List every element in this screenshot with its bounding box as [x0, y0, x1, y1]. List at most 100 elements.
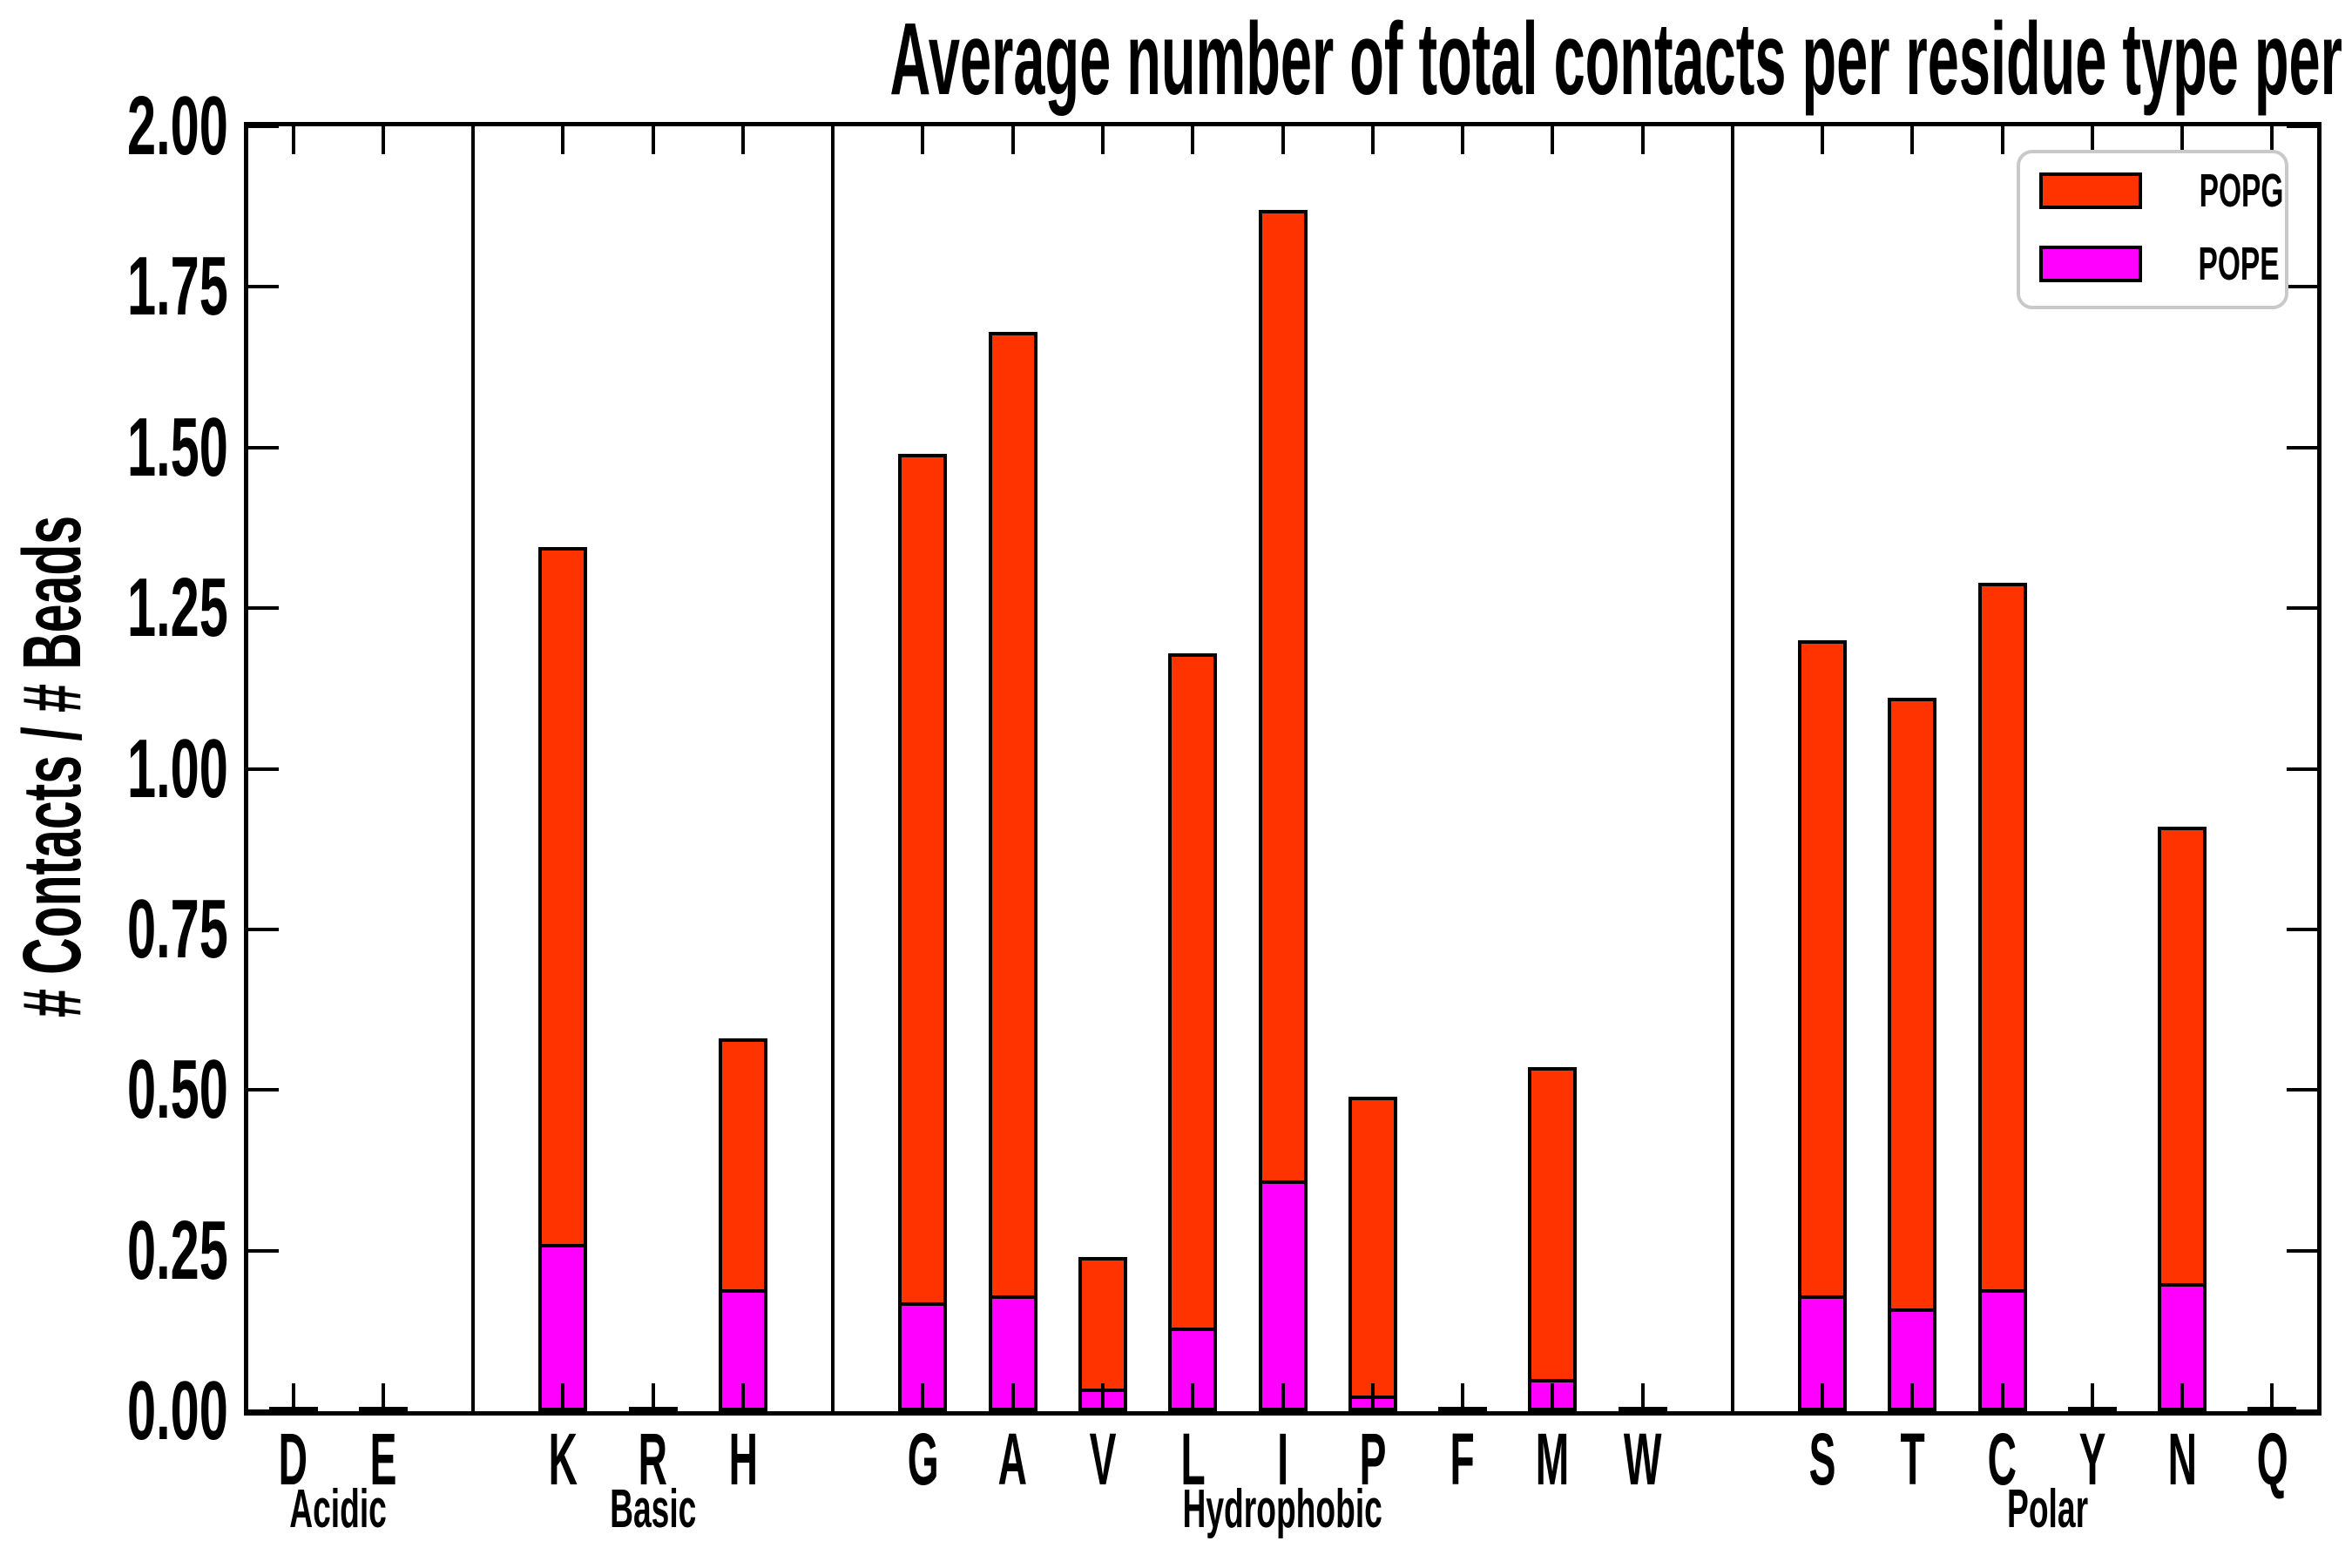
legend-entry-popg: POPG	[2020, 167, 2285, 214]
x-tick-bottom-H	[740, 1383, 745, 1411]
x-tick-bottom-F	[1461, 1383, 1465, 1411]
y-tick-label-0.25: 0.25	[127, 1203, 228, 1297]
legend: POPG POPE	[2017, 150, 2288, 309]
x-tick-bottom-M	[1551, 1383, 1555, 1411]
y-tick-label-1.50: 1.50	[127, 400, 228, 494]
y-tick-right-0.50	[2287, 1088, 2317, 1092]
y-tick-right-1.25	[2287, 606, 2317, 611]
x-tick-bottom-Y	[2090, 1383, 2094, 1411]
x-tick-top-G	[921, 126, 925, 154]
y-tick-right-2.00	[2287, 125, 2317, 128]
x-tick-top-K	[561, 126, 565, 154]
x-label-A: A	[998, 1418, 1028, 1500]
y-tick-left-0.50	[248, 1088, 279, 1092]
y-tick-label-1.75: 1.75	[127, 240, 228, 334]
bar-C-popg	[1977, 582, 2027, 1289]
legend-label-popg: POPG	[2199, 165, 2284, 217]
bar-P-popg	[1348, 1096, 1397, 1396]
y-tick-right-1.75	[2287, 285, 2317, 289]
y-tick-left-0.25	[248, 1248, 279, 1253]
x-tick-top-F	[1461, 126, 1465, 154]
x-tick-bottom-T	[1910, 1383, 1915, 1411]
x-label-L: L	[1180, 1418, 1206, 1500]
x-tick-top-W	[1640, 126, 1645, 154]
y-tick-right-0.25	[2287, 1248, 2317, 1253]
x-tick-top-Q	[2270, 126, 2274, 154]
x-label-Y: Y	[2078, 1418, 2106, 1500]
y-tick-left-0.75	[248, 927, 279, 931]
x-tick-top-H	[740, 126, 745, 154]
x-tick-top-P	[1370, 126, 1375, 154]
x-tick-top-V	[1100, 126, 1105, 154]
x-tick-bottom-K	[561, 1383, 565, 1411]
y-tick-right-0.75	[2287, 927, 2317, 931]
x-tick-bottom-N	[2180, 1383, 2185, 1411]
y-tick-left-0.00	[248, 1409, 279, 1413]
x-label-E: E	[369, 1418, 397, 1500]
x-tick-bottom-R	[651, 1383, 655, 1411]
y-tick-left-1.25	[248, 606, 279, 611]
x-tick-bottom-P	[1370, 1383, 1375, 1411]
x-label-R: R	[638, 1418, 668, 1500]
x-tick-bottom-D	[291, 1383, 295, 1411]
x-tick-top-E	[381, 126, 385, 154]
bar-I-popg	[1258, 209, 1308, 1180]
x-label-C: C	[1987, 1418, 2017, 1500]
x-label-Q: Q	[2256, 1418, 2288, 1500]
x-tick-top-C	[2000, 126, 2004, 154]
x-label-K: K	[548, 1418, 578, 1500]
x-tick-bottom-S	[1821, 1383, 1825, 1411]
group-separator	[1730, 126, 1734, 1411]
x-label-V: V	[1089, 1418, 1117, 1500]
group-label-hydrophobic: Hydrophobic	[1182, 1479, 1383, 1539]
y-tick-left-1.00	[248, 767, 279, 771]
group-label-basic: Basic	[610, 1479, 697, 1539]
bar-T-popg	[1888, 698, 1937, 1308]
bar-N-popg	[2158, 826, 2207, 1283]
x-tick-top-D	[291, 126, 295, 154]
x-label-W: W	[1623, 1418, 1662, 1500]
x-label-S: S	[1808, 1418, 1836, 1500]
group-label-acidic: Acidic	[289, 1479, 388, 1539]
bar-G-popg	[898, 454, 948, 1302]
y-tick-left-1.75	[248, 285, 279, 289]
chart-title: Average number of total contacts per res…	[889, 2, 2352, 117]
x-tick-top-T	[1910, 126, 1915, 154]
bar-H-pope	[718, 1288, 767, 1411]
y-tick-right-0.00	[2287, 1409, 2317, 1413]
x-tick-bottom-I	[1281, 1383, 1285, 1411]
bar-M-popg	[1528, 1067, 1578, 1380]
x-tick-bottom-A	[1010, 1383, 1015, 1411]
bar-V-popg	[1078, 1257, 1127, 1389]
x-label-F: F	[1450, 1418, 1476, 1500]
x-label-D: D	[278, 1418, 308, 1500]
bar-A-popg	[988, 332, 1037, 1296]
x-tick-top-I	[1281, 126, 1285, 154]
legend-entry-pope: POPE	[2020, 240, 2285, 287]
x-tick-top-M	[1551, 126, 1555, 154]
y-tick-label-0.50: 0.50	[127, 1043, 228, 1137]
bar-K-popg	[538, 547, 588, 1245]
y-tick-label-2.00: 2.00	[127, 79, 228, 172]
x-tick-bottom-L	[1191, 1383, 1195, 1411]
y-tick-right-1.50	[2287, 445, 2317, 449]
group-label-polar: Polar	[2006, 1479, 2088, 1539]
legend-swatch-popg	[2039, 172, 2142, 209]
y-tick-left-1.50	[248, 445, 279, 449]
legend-swatch-pope	[2039, 246, 2142, 282]
x-tick-top-N	[2180, 126, 2185, 154]
group-separator	[831, 126, 835, 1411]
plot-area: POPG POPE	[244, 122, 2322, 1416]
x-tick-top-S	[1821, 126, 1825, 154]
bar-H-popg	[718, 1038, 767, 1289]
y-tick-label-0.00: 0.00	[127, 1364, 228, 1457]
y-tick-label-1.25: 1.25	[127, 561, 228, 655]
x-tick-bottom-W	[1640, 1383, 1645, 1411]
bar-I-pope	[1258, 1179, 1308, 1411]
x-tick-bottom-Q	[2270, 1383, 2274, 1411]
bar-S-popg	[1798, 640, 1848, 1296]
x-label-N: N	[2167, 1418, 2197, 1500]
x-tick-bottom-V	[1100, 1383, 1105, 1411]
x-tick-bottom-G	[921, 1383, 925, 1411]
legend-label-pope: POPE	[2198, 238, 2280, 290]
